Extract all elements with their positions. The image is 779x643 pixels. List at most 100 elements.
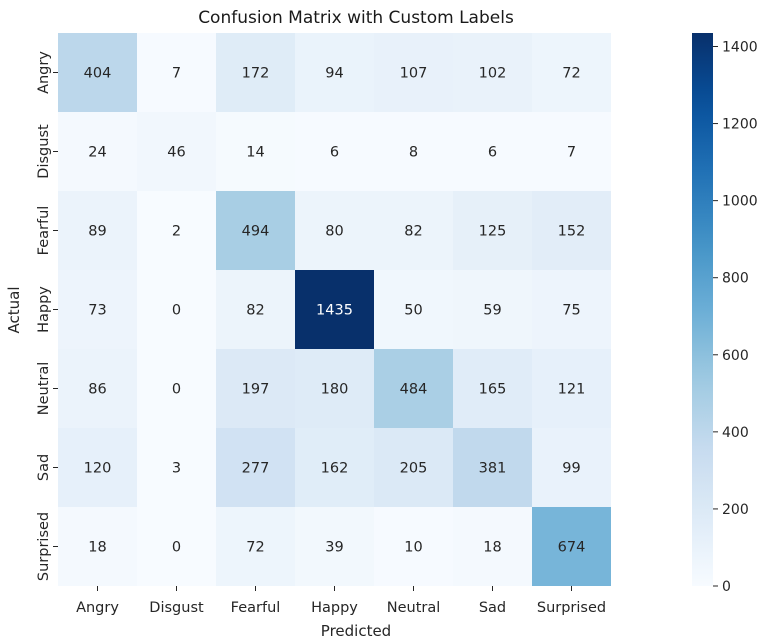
heatmap-cell: [58, 33, 137, 112]
heatmap-cell: [295, 507, 374, 586]
cell-value-label: 82: [404, 224, 422, 240]
heatmap-cell: [295, 428, 374, 507]
cell-value-label: 50: [404, 303, 422, 319]
heatmap-cell: [374, 270, 453, 349]
cell-value-label: 205: [400, 461, 428, 477]
heatmap-cell: [532, 349, 611, 428]
heatmap-cell: [374, 33, 453, 112]
heatmap-cell: [532, 428, 611, 507]
cell-value-label: 277: [242, 461, 270, 477]
heatmap-cell: [58, 507, 137, 586]
heatmap-cell: [137, 191, 216, 270]
cell-value-label: 0: [172, 303, 181, 319]
heatmap-cell: [58, 112, 137, 191]
cell-value-label: 7: [172, 66, 181, 82]
cell-value-label: 89: [88, 224, 106, 240]
cell-value-label: 162: [321, 461, 349, 477]
cell-value-label: 404: [84, 66, 112, 82]
cell-value-label: 14: [246, 145, 264, 161]
x-tick-label: Surprised: [537, 600, 606, 616]
x-axis-label: Predicted: [321, 622, 391, 640]
heatmap-cell: [137, 428, 216, 507]
cell-value-label: 381: [479, 461, 507, 477]
cell-value-label: 152: [558, 224, 586, 240]
cell-value-label: 59: [483, 303, 501, 319]
y-tick-label: Neutral: [36, 362, 52, 416]
heatmap-cell: [374, 191, 453, 270]
cell-value-label: 24: [88, 145, 106, 161]
y-tick-label: Fearful: [36, 206, 52, 256]
cell-value-label: 2: [172, 224, 181, 240]
heatmap-cell: [453, 33, 532, 112]
cell-value-label: 3: [172, 461, 181, 477]
heatmap-cell: [453, 270, 532, 349]
heatmap-cell: [295, 349, 374, 428]
heatmap-cell: [453, 191, 532, 270]
x-tick-label: Happy: [311, 600, 358, 616]
y-tick-label: Happy: [36, 286, 52, 333]
heatmap-cell: [58, 349, 137, 428]
cell-value-label: 180: [321, 382, 349, 398]
cell-value-label: 86: [88, 382, 106, 398]
heatmap-cell: [58, 191, 137, 270]
x-tick-label: Neutral: [387, 600, 441, 616]
heatmap-cell: [374, 112, 453, 191]
cell-value-label: 172: [242, 66, 270, 82]
cell-value-label: 39: [325, 540, 343, 556]
cell-value-label: 674: [558, 540, 586, 556]
x-tick-label: Disgust: [149, 600, 204, 616]
cell-value-label: 121: [558, 382, 586, 398]
heatmap-cell: [374, 349, 453, 428]
heatmap-cell: [295, 270, 374, 349]
cell-value-label: 165: [479, 382, 507, 398]
cell-value-label: 82: [246, 303, 264, 319]
heatmap-cell: [216, 270, 295, 349]
heatmap-cell: [453, 428, 532, 507]
y-tick-label: Angry: [36, 51, 52, 94]
x-tick-label: Sad: [479, 600, 506, 616]
cell-value-label: 484: [400, 382, 428, 398]
cell-value-label: 0: [172, 540, 181, 556]
cell-value-label: 494: [242, 224, 270, 240]
heatmap-cell: [58, 270, 137, 349]
cell-value-label: 120: [84, 461, 112, 477]
heatmap-cell: [453, 349, 532, 428]
cell-value-label: 6: [330, 145, 339, 161]
heatmap-cell: [216, 33, 295, 112]
cell-value-label: 10: [404, 540, 422, 556]
heatmap-cell: [216, 349, 295, 428]
cell-value-label: 125: [479, 224, 507, 240]
colorbar-tick-label: 200: [722, 502, 749, 518]
heatmap-cell: [137, 349, 216, 428]
heatmap-cell: [216, 191, 295, 270]
cell-value-label: 8: [409, 145, 418, 161]
heatmap-cell: [137, 507, 216, 586]
cell-value-label: 18: [88, 540, 106, 556]
heatmap-cell: [453, 507, 532, 586]
cell-value-label: 6: [488, 145, 497, 161]
cell-value-label: 1435: [316, 303, 353, 319]
colorbar-tick-label: 1000: [722, 194, 758, 210]
y-tick-label: Disgust: [36, 124, 52, 179]
heatmap-cell: [453, 112, 532, 191]
heatmap-cell: [532, 270, 611, 349]
cell-value-label: 80: [325, 224, 343, 240]
heatmap-cell: [532, 112, 611, 191]
colorbar-tick-label: 0: [722, 579, 731, 595]
heatmap-cell: [216, 112, 295, 191]
colorbar-tick-label: 800: [722, 271, 749, 287]
cell-value-label: 7: [567, 145, 576, 161]
cell-value-label: 18: [483, 540, 501, 556]
heatmap-cell: [137, 270, 216, 349]
cell-value-label: 102: [479, 66, 507, 82]
heatmap-cell: [137, 112, 216, 191]
y-tick-label: Surprised: [36, 512, 52, 581]
colorbar-tick-label: 400: [722, 425, 749, 441]
x-tick-label: Angry: [76, 600, 119, 616]
heatmap-cell: [137, 33, 216, 112]
colorbar-ticks: 0 200 400 600 800 1000 1200 1400: [713, 39, 758, 595]
cell-value-label: 75: [562, 303, 580, 319]
heatmap-cell: [216, 507, 295, 586]
